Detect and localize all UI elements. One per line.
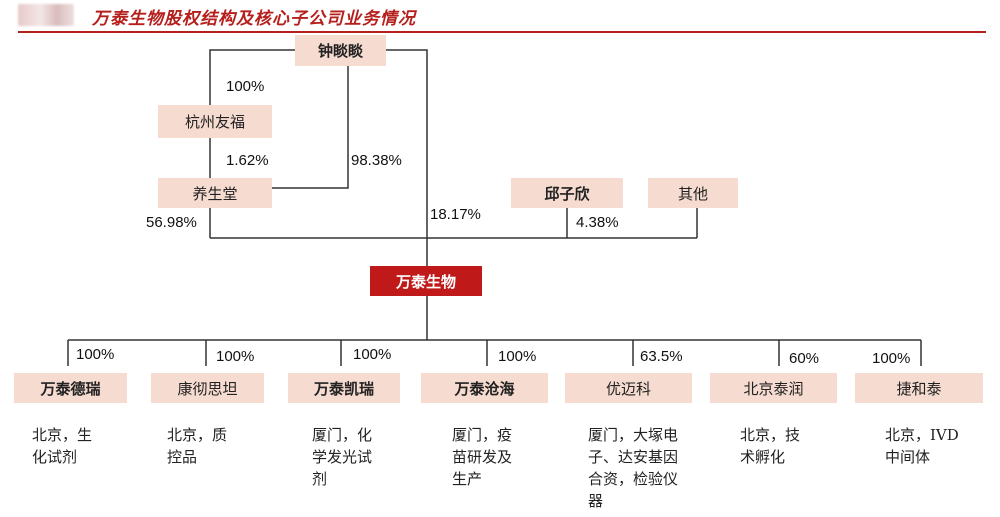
subsidiary-box: 优迈科: [565, 373, 692, 403]
subsidiary-box: 万泰凯瑞: [288, 373, 400, 403]
shareholder-other: 其他: [648, 178, 738, 208]
shareholder-qiu: 邱子欣: [511, 178, 623, 208]
subsidiary-description: 厦门，化 学发光试 剂: [312, 426, 373, 488]
subsidiary-description: 厦门，大塚电 子、达安基因 合资，检验仪 器: [588, 426, 679, 510]
subsidiary-description: 北京，生 化试剂: [32, 426, 93, 466]
core-company: 万泰生物: [370, 266, 482, 296]
header: 万泰生物股权结构及核心子公司业务情况: [0, 0, 1000, 34]
title-divider: [18, 31, 986, 33]
subsidiary-box: 捷和泰: [855, 373, 983, 403]
pct-subsidiary: 100%: [498, 348, 537, 365]
pct-hangzhou-yangsheng: 1.62%: [226, 152, 269, 169]
subsidiary-box: 万泰德瑞: [14, 373, 127, 403]
shareholder-yangshengtang: 养生堂: [158, 178, 272, 208]
pct-subsidiary: 100%: [216, 348, 255, 365]
pct-subsidiary: 60%: [789, 350, 820, 367]
shareholder-hangzhou-youfu: 杭州友福: [158, 105, 272, 138]
subsidiary-box: 北京泰润: [710, 373, 837, 403]
subsidiary-description: 北京，IVD 中间体: [885, 426, 959, 466]
subsidiary-description: 北京，技 术孵化: [740, 426, 801, 466]
subsidiary-box: 康彻思坦: [151, 373, 264, 403]
pct-subsidiary: 63.5%: [640, 348, 683, 365]
pct-yangsheng-core: 56.98%: [146, 214, 197, 231]
pct-subsidiary: 100%: [872, 350, 911, 367]
pct-subsidiary: 100%: [353, 346, 392, 363]
subsidiary-description: 北京，质 控品: [167, 426, 228, 466]
subsidiary-box: 万泰沧海: [421, 373, 548, 403]
pct-zhong-core: 18.17%: [430, 206, 481, 223]
page-title: 万泰生物股权结构及核心子公司业务情况: [92, 9, 416, 29]
shareholder-zhong: 钟睒睒: [295, 35, 386, 66]
logo: [18, 4, 74, 26]
pct-zhong-hangzhou: 100%: [226, 78, 265, 95]
pct-zhong-yangsheng: 98.38%: [351, 152, 402, 169]
subsidiary-description: 厦门，疫 苗研发及 生产: [452, 426, 513, 488]
pct-subsidiary: 100%: [76, 346, 115, 363]
pct-qiu-core: 4.38%: [576, 214, 619, 231]
